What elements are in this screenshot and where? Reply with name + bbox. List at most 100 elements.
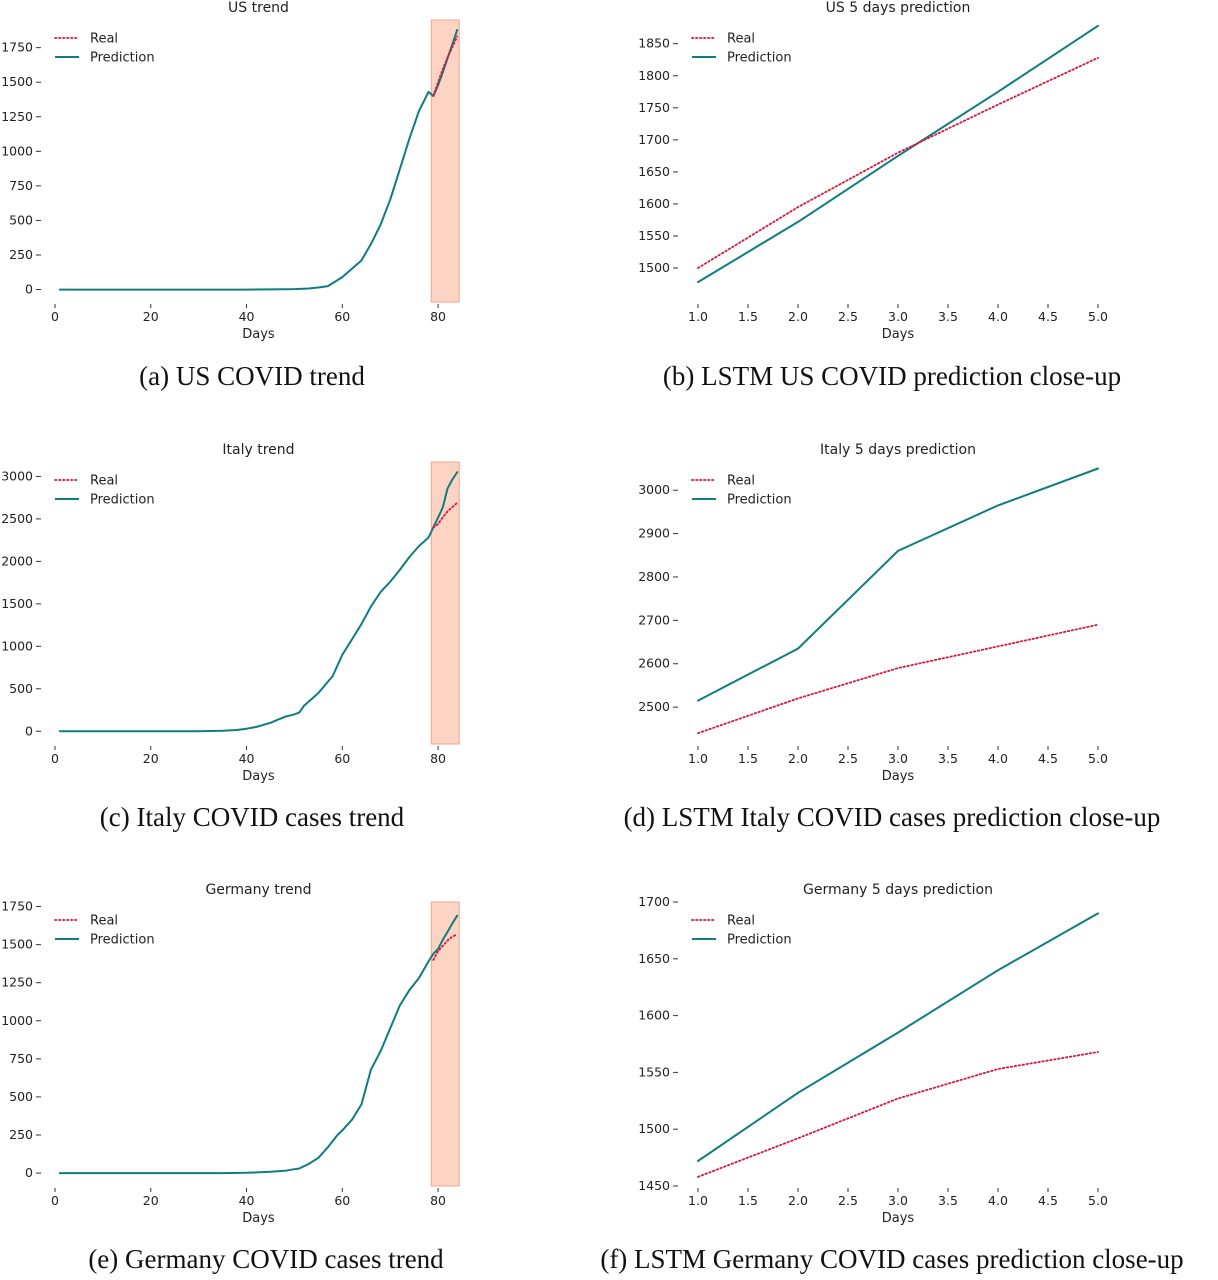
x-axis-label: Days	[882, 1211, 915, 1226]
y-tick-label: 0	[25, 723, 33, 738]
chart-title: Italy trend	[222, 442, 294, 458]
x-tick-label: 1.0	[688, 309, 708, 324]
caption-d: (d) LSTM Italy COVID cases prediction cl…	[623, 802, 1161, 832]
series-line-real	[432, 933, 459, 961]
y-tick-label: 500	[9, 212, 33, 227]
x-tick-label: 3.5	[938, 309, 958, 324]
caption-b: (b) LSTM US COVID prediction close-up	[662, 361, 1122, 391]
y-tick-label: 1650	[638, 164, 670, 179]
y-tick-label: 0	[25, 282, 33, 297]
x-axis-label: Days	[242, 327, 275, 342]
series-line-prediction	[58, 914, 459, 1175]
y-tick-label: 750	[9, 1051, 33, 1066]
series-line-real	[697, 56, 1099, 269]
caption-c: (c) Italy COVID cases trend	[99, 802, 405, 832]
y-tick-label: 0	[25, 1165, 33, 1180]
x-tick-label: 5.0	[1088, 751, 1108, 766]
x-axis-label: Days	[882, 769, 915, 784]
y-tick-label: 1850	[638, 36, 670, 51]
y-tick-label: 1500	[1, 596, 33, 611]
x-axis-label: Days	[242, 769, 275, 784]
x-tick-label: 1.0	[688, 1193, 708, 1208]
x-tick-label: 40	[239, 309, 255, 324]
x-tick-label: 20	[143, 751, 159, 766]
y-tick-label: 2500	[638, 699, 670, 714]
x-tick-label: 4.5	[1038, 1193, 1058, 1208]
x-axis-label: Days	[242, 1211, 275, 1226]
x-tick-label: 5.0	[1088, 1193, 1108, 1208]
x-tick-label: 0	[51, 751, 59, 766]
y-tick-label: 2800	[638, 569, 670, 584]
chart-title: Germany 5 days prediction	[803, 882, 993, 898]
x-tick-label: 4.0	[988, 309, 1008, 324]
x-tick-label: 2.0	[788, 751, 808, 766]
x-tick-label: 2.0	[788, 1193, 808, 1208]
legend-real-label: Real	[90, 474, 118, 489]
x-tick-label: 2.0	[788, 309, 808, 324]
chart-title: US 5 days prediction	[826, 0, 971, 16]
y-tick-label: 3000	[1, 468, 33, 483]
x-tick-label: 4.0	[988, 1193, 1008, 1208]
series-line-real	[432, 501, 459, 529]
y-tick-label: 1500	[638, 1121, 670, 1136]
x-axis-label: Days	[882, 327, 915, 342]
chart-title: Germany trend	[205, 882, 311, 898]
y-tick-label: 1500	[638, 260, 670, 275]
series-line-real	[697, 623, 1099, 735]
y-tick-label: 500	[9, 1089, 33, 1104]
legend-real-label: Real	[90, 914, 118, 929]
legend-real-label: Real	[90, 32, 118, 47]
x-tick-label: 60	[334, 1193, 350, 1208]
legend-real-label: Real	[727, 914, 755, 929]
x-tick-label: 2.5	[838, 309, 858, 324]
y-tick-label: 2600	[638, 656, 670, 671]
x-tick-label: 1.5	[738, 1193, 758, 1208]
y-tick-label: 1250	[1, 109, 33, 124]
x-tick-label: 2.5	[838, 751, 858, 766]
y-tick-label: 500	[9, 681, 33, 696]
x-tick-label: 20	[143, 1193, 159, 1208]
y-tick-label: 250	[9, 1127, 33, 1142]
x-tick-label: 40	[239, 1193, 255, 1208]
forecast-highlight-region	[430, 901, 460, 1187]
y-tick-label: 1500	[1, 74, 33, 89]
series-line-prediction	[697, 467, 1099, 702]
forecast-highlight-region	[430, 461, 460, 745]
x-tick-label: 80	[430, 751, 446, 766]
y-tick-label: 1650	[638, 951, 670, 966]
x-tick-label: 5.0	[1088, 309, 1108, 324]
x-tick-label: 1.5	[738, 751, 758, 766]
y-tick-label: 1750	[638, 100, 670, 115]
caption-f: (f) LSTM Germany COVID cases prediction …	[600, 1244, 1184, 1274]
x-tick-label: 4.5	[1038, 751, 1058, 766]
legend-prediction-label: Prediction	[727, 51, 792, 66]
legend-real-label: Real	[727, 32, 755, 47]
x-tick-label: 4.5	[1038, 309, 1058, 324]
y-tick-label: 1550	[638, 228, 670, 243]
y-tick-label: 2900	[638, 526, 670, 541]
caption-e: (e) Germany COVID cases trend	[88, 1244, 444, 1274]
y-tick-label: 750	[9, 178, 33, 193]
x-tick-label: 60	[334, 751, 350, 766]
y-tick-label: 2000	[1, 553, 33, 568]
x-tick-label: 80	[430, 1193, 446, 1208]
series-line-prediction	[697, 912, 1099, 1162]
legend-real-label: Real	[727, 474, 755, 489]
x-tick-label: 0	[51, 1193, 59, 1208]
y-tick-label: 1700	[638, 132, 670, 147]
x-tick-label: 3.0	[888, 309, 908, 324]
x-tick-label: 3.0	[888, 1193, 908, 1208]
x-tick-label: 1.0	[688, 751, 708, 766]
y-tick-label: 1700	[638, 894, 670, 909]
y-tick-label: 1750	[1, 40, 33, 55]
y-tick-label: 1000	[1, 143, 33, 158]
y-tick-label: 1600	[638, 1008, 670, 1023]
caption-a: (a) US COVID trend	[139, 361, 365, 391]
legend-prediction-label: Prediction	[727, 493, 792, 508]
y-tick-label: 1800	[638, 68, 670, 83]
legend-prediction-label: Prediction	[90, 933, 155, 948]
